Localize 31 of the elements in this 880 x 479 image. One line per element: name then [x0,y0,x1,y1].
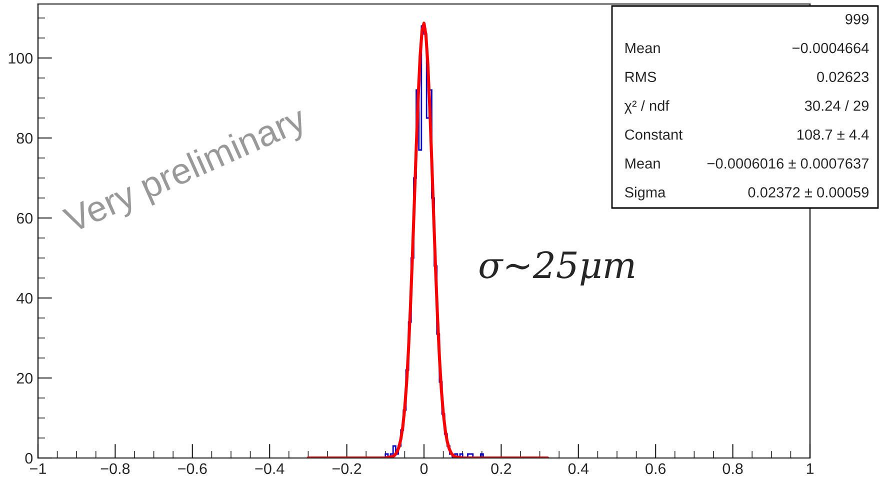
x-tick-label: −0.2 [332,463,362,474]
y-tick-label: 100 [8,52,33,64]
annotation: −0.0004664 [792,42,869,54]
y-tick-label: 0 [25,452,33,464]
y-tick-label: 40 [16,292,33,304]
annotation: 0.02372 ± 0.00059 [748,187,869,198]
annotation: 108.7 ± 4.4 [797,129,869,140]
x-tick-label: 0.2 [491,463,512,474]
annotation: Constant [625,129,683,140]
annotation: RMS [626,72,656,82]
x-tick-label: −0.4 [255,463,284,474]
x-tick-label: −0.6 [178,463,207,474]
text: 999 [846,14,869,24]
x-tick-label: 0.8 [722,463,743,474]
annotation: Mean [626,43,660,54]
annotation: Sigma [624,186,666,200]
x-tick-label: 0.4 [568,463,589,474]
x-tick-label: 0 [420,463,428,474]
annotation: χ² / ndf [624,100,670,114]
x-tick-label: 0.6 [646,463,666,474]
annotation: −0.0006016 ± 0.0007637 [707,158,868,169]
x-tick-label: 1 [806,463,814,474]
x-tick-label: −0.8 [100,463,130,474]
y-tick-label: 60 [16,212,33,224]
annotation: σ~25μm [480,251,634,286]
y-tick-label: 80 [16,132,33,144]
text: 0.02623 [817,72,869,82]
annotation: Mean [626,158,660,169]
annotation: 30.24 / 29 [804,100,869,111]
x-tick-label: −1 [30,463,46,474]
y-tick-label: 20 [16,372,33,384]
